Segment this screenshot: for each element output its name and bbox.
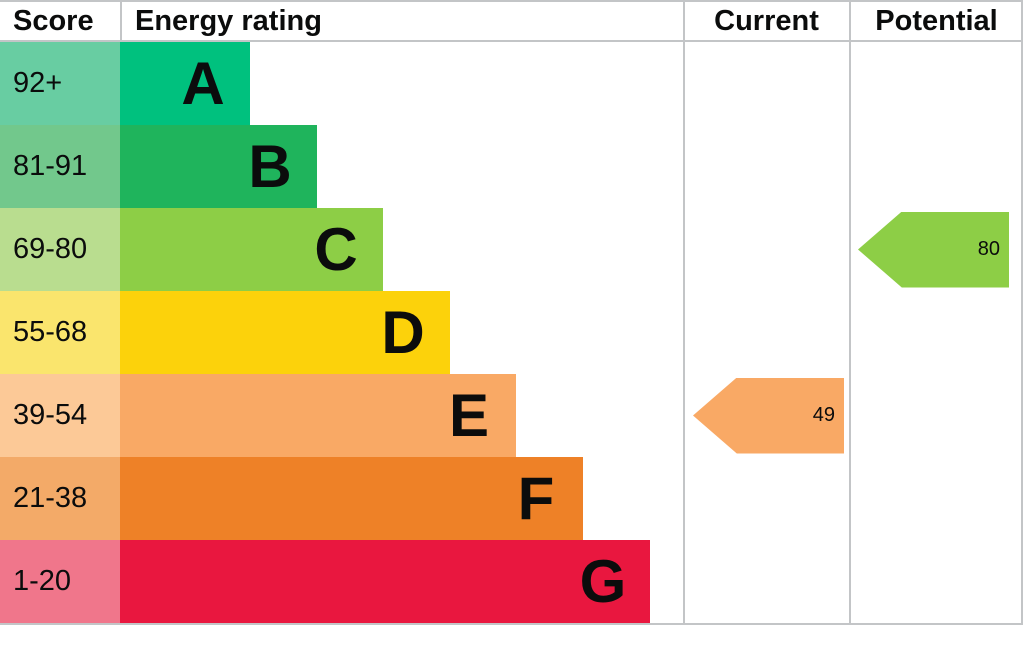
grid-line-score-divider xyxy=(120,0,122,42)
grid-line-right-border xyxy=(1021,0,1023,625)
grid-line-bottom xyxy=(0,623,1023,625)
current-cell: 49 xyxy=(684,374,849,457)
potential-cell xyxy=(849,457,1024,540)
potential-rating-value: 80 xyxy=(977,238,1000,260)
grid-line-top xyxy=(0,0,1023,2)
current-cell xyxy=(684,291,849,374)
band-letter-box: B xyxy=(223,132,317,200)
band-row: 69-80 C 80 xyxy=(0,208,1024,291)
band-score-label: 69-80 xyxy=(13,233,88,265)
current-cell xyxy=(684,42,849,125)
band-letter: D xyxy=(381,298,425,366)
band-bar: A xyxy=(120,42,250,125)
current-cell xyxy=(684,540,849,623)
grid-line-potential-divider xyxy=(849,0,851,625)
band-letter-box: E xyxy=(422,381,516,449)
band-score-cell: 92+ xyxy=(0,42,120,125)
band-letter: E xyxy=(448,381,490,449)
current-rating-value: 49 xyxy=(812,404,835,426)
band-score-label: 55-68 xyxy=(13,316,88,348)
band-letter: C xyxy=(314,215,358,283)
band-score-label: 1-20 xyxy=(13,565,72,597)
band-row: 21-38 F xyxy=(0,457,1024,540)
band-letter: A xyxy=(181,49,225,117)
band-bar: C xyxy=(120,208,383,291)
potential-cell: 80 xyxy=(849,208,1024,291)
band-score-label: 21-38 xyxy=(13,482,88,514)
current-rating-arrow: 49 xyxy=(693,377,844,454)
header-energy-rating: Energy rating xyxy=(135,4,322,37)
current-cell xyxy=(684,457,849,540)
band-row: 55-68 D xyxy=(0,291,1024,374)
band-letter-box: A xyxy=(156,49,250,117)
band-bar: D xyxy=(120,291,450,374)
band-bar-area: B xyxy=(120,125,684,208)
potential-cell xyxy=(849,291,1024,374)
grid-line-current-divider xyxy=(683,0,685,625)
band-score-cell: 55-68 xyxy=(0,291,120,374)
band-bar: B xyxy=(120,125,317,208)
band-bar-area: F xyxy=(120,457,684,540)
band-score-cell: 1-20 xyxy=(0,540,120,623)
potential-rating-arrow: 80 xyxy=(858,211,1009,288)
band-row: 39-54 E 49 xyxy=(0,374,1024,457)
header-row: Score Energy rating Current Potential xyxy=(0,0,1024,42)
current-cell xyxy=(684,208,849,291)
band-bar: F xyxy=(120,457,583,540)
header-potential: Potential xyxy=(875,4,998,37)
band-letter-box: D xyxy=(356,298,450,366)
band-bar-area: G xyxy=(120,540,684,623)
band-letter: B xyxy=(248,132,292,200)
potential-cell xyxy=(849,42,1024,125)
band-bar-area: E xyxy=(120,374,684,457)
band-bar-area: A xyxy=(120,42,684,125)
band-bar-area: C xyxy=(120,208,684,291)
band-rows: 92+ A 81-91 B 69-8 xyxy=(0,42,1024,623)
current-cell xyxy=(684,125,849,208)
band-score-cell: 81-91 xyxy=(0,125,120,208)
band-score-label: 92+ xyxy=(13,67,63,99)
band-row: 1-20 G xyxy=(0,540,1024,623)
band-letter-box: F xyxy=(489,464,583,532)
header-current: Current xyxy=(714,4,819,37)
band-letter: F xyxy=(517,464,555,532)
grid-line-header-bottom xyxy=(0,40,1023,42)
potential-cell xyxy=(849,125,1024,208)
band-score-label: 39-54 xyxy=(13,399,88,431)
band-letter-box: G xyxy=(556,547,650,615)
band-bar: G xyxy=(120,540,650,623)
band-row: 81-91 B xyxy=(0,125,1024,208)
band-letter: G xyxy=(579,547,627,615)
band-score-label: 81-91 xyxy=(13,150,88,182)
band-bar-area: D xyxy=(120,291,684,374)
band-score-cell: 39-54 xyxy=(0,374,120,457)
band-bar: E xyxy=(120,374,516,457)
band-row: 92+ A xyxy=(0,42,1024,125)
band-score-cell: 69-80 xyxy=(0,208,120,291)
band-letter-box: C xyxy=(289,215,383,283)
potential-cell xyxy=(849,540,1024,623)
band-score-cell: 21-38 xyxy=(0,457,120,540)
potential-cell xyxy=(849,374,1024,457)
header-score: Score xyxy=(13,4,94,37)
